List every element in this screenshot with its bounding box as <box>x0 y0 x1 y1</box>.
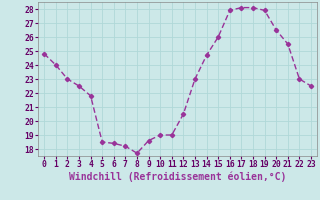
X-axis label: Windchill (Refroidissement éolien,°C): Windchill (Refroidissement éolien,°C) <box>69 172 286 182</box>
